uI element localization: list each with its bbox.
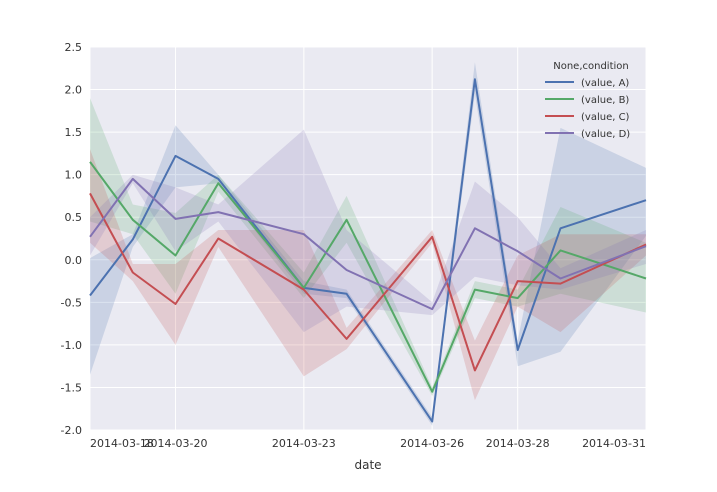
x-tick-label: 2014-03-28 — [486, 437, 550, 450]
x-tick-label: 2014-03-18 — [90, 437, 154, 450]
y-tick-label: 2.5 — [65, 41, 83, 54]
x-tick-label: 2014-03-23 — [272, 437, 336, 450]
y-tick-label: 1.0 — [65, 169, 83, 182]
grid-lines — [89, 46, 647, 431]
legend-item-label: (value, C) — [581, 112, 630, 123]
y-tick-label: -1.5 — [61, 381, 82, 394]
series-lines — [89, 78, 647, 423]
series-line — [89, 177, 647, 311]
x-tick-label: 2014-03-20 — [144, 437, 208, 450]
series-line — [89, 192, 647, 372]
y-tick-label: 0.5 — [65, 211, 83, 224]
y-tick-label: -0.5 — [61, 296, 82, 309]
y-axis-ticks: 2.5 2.0 1.5 1.0 0.5 0.0 -0.5 -1.0 -1.5 -2.0 — [61, 41, 82, 437]
legend-title: None,condition — [553, 61, 629, 72]
y-tick-label: -1.0 — [61, 339, 82, 352]
plot-background — [90, 47, 646, 430]
legend: None,condition (value, A) (value, B) (valu… — [545, 61, 630, 140]
y-tick-label: 0.0 — [65, 254, 83, 267]
legend-item-label: (value, B) — [581, 95, 629, 106]
y-tick-label: -2.0 — [61, 424, 82, 437]
confidence-band — [90, 149, 646, 401]
legend-item-label: (value, A) — [581, 78, 629, 89]
x-tick-label: 2014-03-31 — [582, 437, 646, 450]
y-tick-label: 1.5 — [65, 126, 83, 139]
x-axis-label: date — [354, 458, 381, 472]
confidence-band — [90, 98, 646, 396]
y-tick-label: 2.0 — [65, 84, 83, 97]
x-tick-label: 2014-03-26 — [400, 437, 464, 450]
legend-item-label: (value, D) — [581, 129, 630, 140]
series-line — [89, 78, 647, 423]
